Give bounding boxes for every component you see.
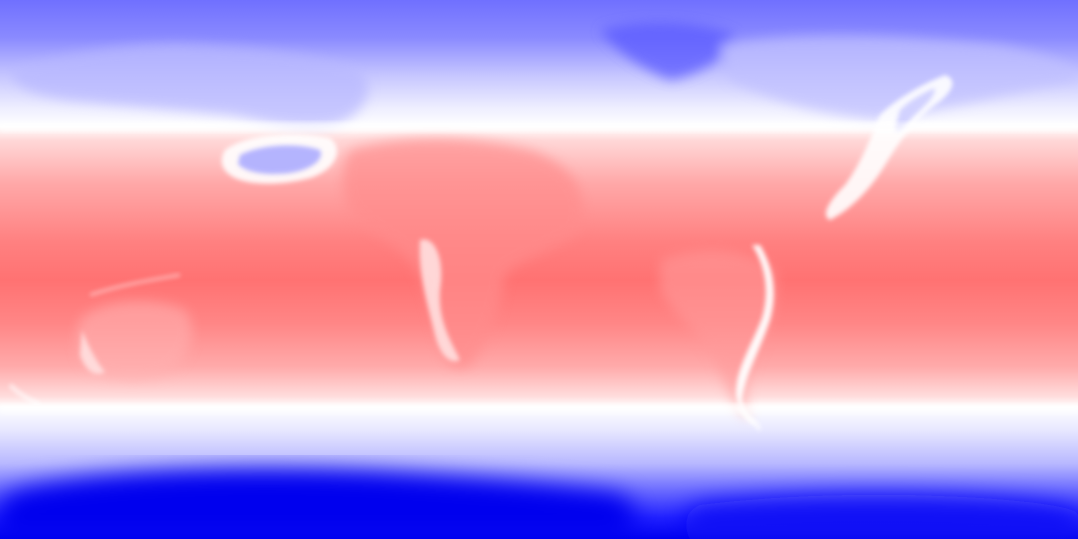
ridge-streak <box>825 75 953 220</box>
antarctica <box>0 469 1078 539</box>
australia-land <box>76 301 193 381</box>
plateau-blue <box>238 145 321 174</box>
cold-plateau <box>221 134 338 184</box>
antarctica-west <box>684 494 1078 539</box>
north-america-land <box>10 44 369 127</box>
australia-edge <box>80 330 105 375</box>
south-white-band <box>0 404 1078 414</box>
west-coast-streak <box>8 383 41 407</box>
andes-ridge <box>735 245 774 426</box>
north-ridge <box>825 75 953 220</box>
east-africa-highlands <box>419 239 460 362</box>
africa-land <box>342 138 583 368</box>
pacific-streak <box>89 273 181 297</box>
africa-body <box>342 138 583 368</box>
australia-body <box>76 301 193 381</box>
eurasia-land <box>720 35 1078 120</box>
ridge-blue-core <box>895 88 935 131</box>
northern-land <box>10 22 1078 127</box>
north-white-band <box>0 122 1078 132</box>
greenland-land <box>600 22 735 80</box>
south-america-land <box>660 245 777 426</box>
antarctica-east <box>0 469 635 539</box>
